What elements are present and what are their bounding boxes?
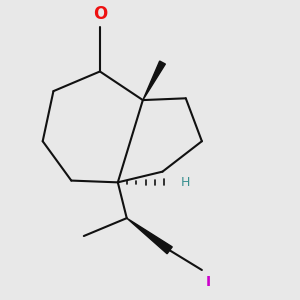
Text: H: H: [180, 176, 190, 189]
Text: I: I: [206, 275, 211, 290]
Polygon shape: [127, 218, 172, 254]
Text: O: O: [93, 5, 107, 23]
Polygon shape: [143, 61, 165, 100]
